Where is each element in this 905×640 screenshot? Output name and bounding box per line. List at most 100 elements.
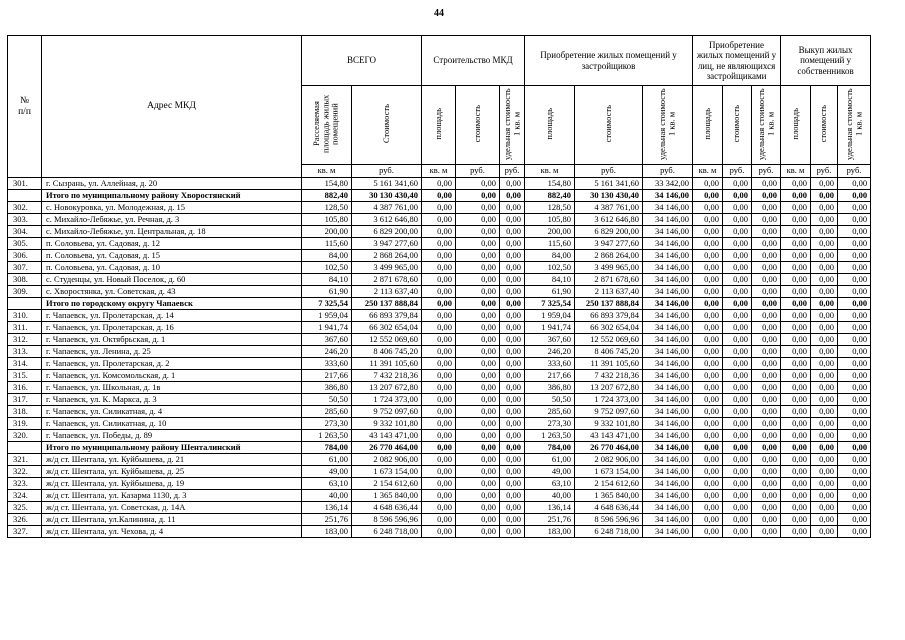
row-value: 105,80	[301, 213, 352, 227]
row-value: 0,00	[751, 393, 782, 407]
row-value: 61,00	[301, 453, 352, 467]
row-value: 50,50	[301, 393, 352, 407]
row-value: 0,00	[692, 453, 724, 467]
row-value: 0,00	[421, 357, 457, 371]
row-value: 0,00	[751, 441, 782, 455]
row-value: 0,00	[751, 513, 782, 527]
header-sub-area: площадь	[780, 84, 812, 166]
row-value: 0,00	[780, 345, 812, 359]
row-value: 1 673 154,00	[574, 465, 644, 479]
table-row: 302. с. Новокуровка, ул. Молодежная, д. 1…	[7, 201, 872, 215]
row-value: 0,00	[421, 261, 457, 275]
row-value: 11 391 105,60	[350, 357, 423, 371]
table-row: 303. с. Михайло-Лебяжье, ул. Речная, д. 3…	[7, 213, 872, 227]
row-value: 6 829 200,00	[350, 225, 423, 239]
row-value: 0,00	[421, 453, 457, 467]
row-number: 313.	[7, 345, 42, 359]
row-value: 0,00	[780, 441, 812, 455]
row-value: 7 325,54	[301, 297, 352, 311]
row-value: 0,00	[421, 333, 457, 347]
row-value: 0,00	[692, 489, 724, 503]
row-value: 0,00	[692, 525, 724, 539]
row-value: 0,00	[499, 225, 526, 239]
unit-label: руб.	[574, 164, 644, 179]
row-value: 217,66	[301, 369, 352, 383]
row-value: 0,00	[722, 393, 753, 407]
row-value: 250 137 888,84	[574, 297, 644, 311]
row-value: 0,00	[780, 417, 812, 431]
row-value: 4 648 636,44	[574, 501, 644, 515]
header-sub-unit-cost: удельная стоимость 1 кв. м	[499, 84, 526, 166]
row-value: 34 146,00	[642, 321, 694, 335]
row-value: 0,00	[692, 501, 724, 515]
row-value: 0,00	[837, 285, 872, 299]
row-value: 84,00	[301, 249, 352, 263]
row-value: 0,00	[810, 345, 839, 359]
row-value: 0,00	[780, 381, 812, 395]
row-value: 0,00	[499, 513, 526, 527]
row-value: 6 248 718,00	[350, 525, 423, 539]
row-value: 0,00	[455, 441, 501, 455]
table-row: 308. с. Студенцы, ул. Новый Поселок, д. 6…	[7, 273, 872, 287]
header-num: № п/п	[7, 34, 42, 179]
row-value: 34 146,00	[642, 333, 694, 347]
row-value: 0,00	[751, 177, 782, 191]
unit-label: кв. м	[524, 164, 576, 179]
row-value: 34 146,00	[642, 393, 694, 407]
table-row: 317. г. Чапаевск, ул. К. Маркса, д. 3 50,5…	[7, 393, 872, 407]
row-value: 0,00	[780, 513, 812, 527]
row-value: 0,00	[499, 405, 526, 419]
row-value: 200,00	[524, 225, 576, 239]
row-value: 0,00	[837, 273, 872, 287]
row-value: 7 432 218,36	[574, 369, 644, 383]
row-value: 251,76	[301, 513, 352, 527]
row-value: 0,00	[455, 453, 501, 467]
unit-label: руб.	[455, 164, 501, 179]
row-value: 66 302 654,04	[350, 321, 423, 335]
row-value: 0,00	[780, 525, 812, 539]
row-value: 1 263,50	[524, 429, 576, 443]
row-value: 2 154 612,60	[350, 477, 423, 491]
row-value: 0,00	[692, 309, 724, 323]
vertical-label: стоимость	[602, 105, 613, 143]
row-address: г. Чапаевск, ул. Пролетарская, д. 16	[41, 321, 302, 335]
row-value: 34 146,00	[642, 237, 694, 251]
row-value: 0,00	[455, 309, 501, 323]
row-value: 34 146,00	[642, 429, 694, 443]
row-value: 0,00	[751, 501, 782, 515]
row-value: 0,00	[837, 501, 872, 515]
row-value: 0,00	[780, 333, 812, 347]
table-row: 312. г. Чапаевск, ул. Октябрьская, д. 1 36…	[7, 333, 872, 347]
row-value: 0,00	[455, 357, 501, 371]
row-value: 0,00	[722, 381, 753, 395]
row-value: 0,00	[810, 177, 839, 191]
row-value: 0,00	[780, 189, 812, 203]
row-value: 0,00	[692, 369, 724, 383]
row-address: ж/д ст. Шентала, ул. Куйбышева, д. 25	[41, 465, 302, 479]
row-value: 0,00	[810, 285, 839, 299]
row-number: 318.	[7, 405, 42, 419]
row-number: 315.	[7, 369, 42, 383]
row-value: 0,00	[692, 249, 724, 263]
row-value: 246,20	[524, 345, 576, 359]
row-value: 0,00	[751, 477, 782, 491]
row-value: 0,00	[751, 201, 782, 215]
row-value: 784,00	[301, 441, 352, 455]
row-number: 321.	[7, 453, 42, 467]
row-value: 0,00	[751, 405, 782, 419]
row-value: 0,00	[722, 177, 753, 191]
row-value: 34 146,00	[642, 213, 694, 227]
row-value: 0,00	[837, 453, 872, 467]
row-value: 0,00	[780, 429, 812, 443]
row-value: 0,00	[421, 465, 457, 479]
row-value: 34 146,00	[642, 345, 694, 359]
vertical-label: удельная стоимость 1 кв. м	[501, 88, 522, 160]
table-row: 323. ж/д ст. Шентала, ул. Куйбышева, д. 1…	[7, 477, 872, 491]
row-number: 319.	[7, 417, 42, 431]
row-number: 326.	[7, 513, 42, 527]
row-value: 0,00	[692, 213, 724, 227]
row-value: 0,00	[810, 225, 839, 239]
row-address: Итого по муниципальному району Хворостян…	[41, 189, 302, 203]
row-value: 0,00	[837, 357, 872, 371]
row-value: 0,00	[455, 189, 501, 203]
